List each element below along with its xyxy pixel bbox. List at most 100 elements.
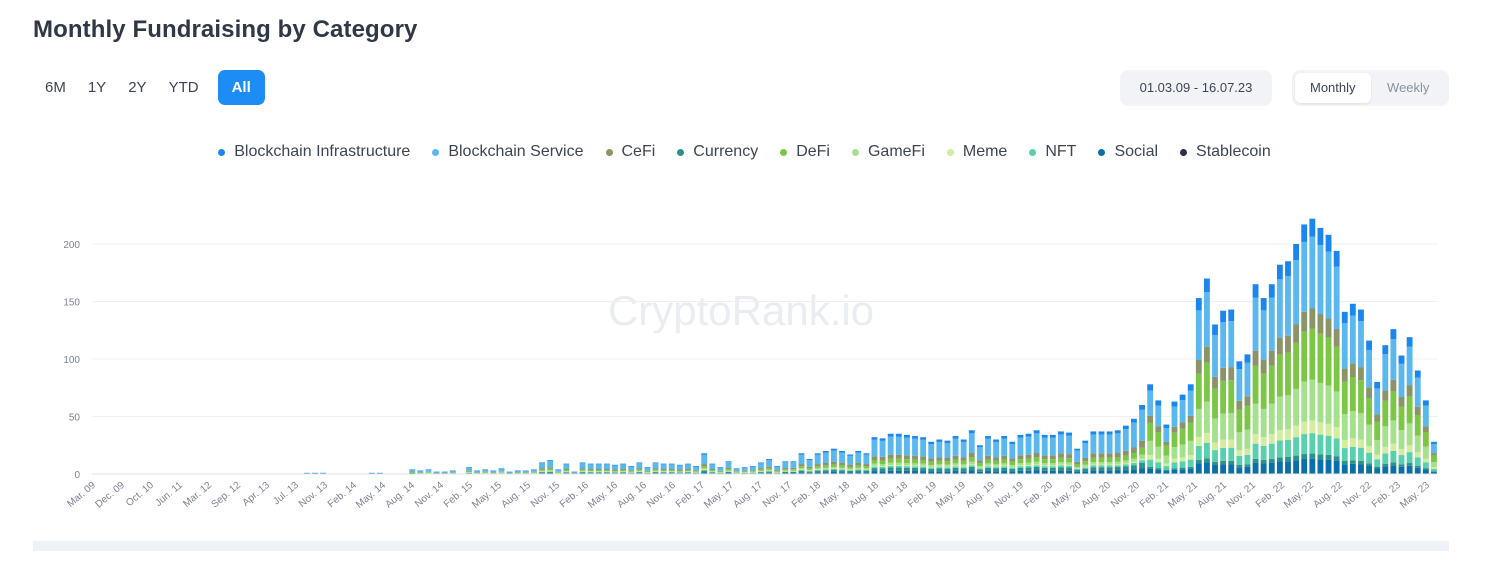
bar-stack[interactable] — [1252, 284, 1259, 474]
bar-stack[interactable] — [1212, 324, 1218, 475]
bar-stack[interactable] — [782, 461, 789, 474]
legend-item-stablecoin[interactable]: Stablecoin — [1180, 143, 1271, 161]
bar-stack[interactable] — [555, 469, 562, 475]
bar-stack[interactable] — [952, 436, 959, 474]
bar-stack[interactable] — [903, 434, 910, 474]
bar-stack[interactable] — [660, 463, 667, 474]
bar-stack[interactable] — [498, 468, 505, 475]
bar-stack[interactable] — [733, 468, 740, 475]
bar-stack[interactable] — [685, 463, 691, 474]
bar-stack[interactable] — [547, 460, 554, 474]
bar-stack[interactable] — [944, 440, 951, 474]
bar-stack[interactable] — [1390, 329, 1397, 474]
legend-item-currency[interactable]: Currency — [677, 143, 758, 161]
bar-stack[interactable] — [563, 463, 570, 474]
bar-stack[interactable] — [839, 451, 845, 474]
bar-stack[interactable] — [1171, 401, 1178, 474]
bar-stack[interactable] — [912, 436, 918, 474]
bar-stack[interactable] — [668, 463, 675, 474]
bar-stack[interactable] — [1041, 434, 1048, 474]
bar-stack[interactable] — [814, 453, 821, 474]
legend-item-blockchain-service[interactable]: Blockchain Service — [432, 143, 584, 161]
bar-stack[interactable] — [993, 439, 1000, 475]
legend-item-gamefi[interactable]: GameFi — [851, 143, 925, 161]
period-1y-button[interactable]: 1Y — [87, 79, 107, 96]
bar-stack[interactable] — [798, 453, 805, 474]
bar-stack[interactable] — [1082, 440, 1089, 474]
bar-stack[interactable] — [1139, 405, 1145, 474]
legend-item-blockchain-infrastructure[interactable]: Blockchain Infrastructure — [218, 143, 410, 161]
bar-stack[interactable] — [1009, 441, 1016, 474]
bar-stack[interactable] — [701, 453, 708, 474]
bar-stack[interactable] — [1301, 224, 1308, 474]
bar-stack[interactable] — [644, 467, 651, 474]
bar-stack[interactable] — [936, 439, 943, 475]
bar-stack[interactable] — [1195, 298, 1202, 474]
bar-stack[interactable] — [1098, 431, 1105, 474]
bar-stack[interactable] — [1406, 337, 1413, 474]
bar-stack[interactable] — [895, 433, 902, 474]
weekly-button[interactable]: Weekly — [1387, 80, 1430, 95]
monthly-button[interactable]: Monthly — [1295, 73, 1371, 103]
bar-stack[interactable] — [1285, 261, 1291, 474]
bar-stack[interactable] — [863, 453, 870, 474]
bar-stack[interactable] — [1017, 434, 1024, 474]
bar-stack[interactable] — [758, 462, 764, 475]
period-ytd-button[interactable]: YTD — [168, 79, 199, 96]
bar-stack[interactable] — [1382, 345, 1389, 474]
bar-stack[interactable] — [1398, 355, 1405, 474]
bar-stack[interactable] — [1025, 433, 1032, 474]
bar-stack[interactable] — [847, 454, 854, 474]
bar-stack[interactable] — [1074, 448, 1081, 474]
bar-stack[interactable] — [1317, 227, 1324, 474]
bar-stack[interactable] — [1293, 244, 1300, 474]
bar-stack[interactable] — [822, 451, 829, 474]
bar-stack[interactable] — [774, 465, 781, 474]
scroll-bar[interactable] — [33, 541, 1449, 551]
bar-stack[interactable] — [652, 462, 659, 475]
bar-stack[interactable] — [1244, 354, 1251, 474]
bar-stack[interactable] — [1001, 436, 1008, 474]
bar-stack[interactable] — [620, 463, 627, 474]
bar-stack[interactable] — [887, 433, 894, 474]
bar-stack[interactable] — [1333, 250, 1340, 474]
bar-stack[interactable] — [595, 463, 602, 474]
bar-stack[interactable] — [1163, 424, 1170, 474]
bar-stack[interactable] — [960, 439, 967, 475]
bar-stack[interactable] — [1203, 278, 1210, 475]
legend-item-defi[interactable]: DeFi — [780, 143, 830, 161]
bar-stack[interactable] — [1049, 434, 1056, 474]
bar-stack[interactable] — [1155, 400, 1162, 474]
bar-stack[interactable] — [741, 467, 748, 474]
bar-stack[interactable] — [693, 465, 699, 474]
bar-stack[interactable] — [1268, 284, 1275, 474]
legend-item-nft[interactable]: NFT — [1029, 143, 1076, 161]
bar-stack[interactable] — [628, 465, 635, 474]
bar-stack[interactable] — [1179, 394, 1186, 474]
bar-stack[interactable] — [1187, 384, 1194, 474]
bar-stack[interactable] — [636, 462, 643, 475]
bar-stack[interactable] — [920, 437, 927, 474]
bar-stack[interactable] — [587, 463, 594, 474]
bar-stack[interactable] — [539, 462, 545, 475]
bar-stack[interactable] — [1309, 218, 1316, 474]
bar-stack[interactable] — [709, 463, 716, 474]
bar-stack[interactable] — [1276, 264, 1283, 474]
bar-stack[interactable] — [482, 469, 489, 475]
bar-stack[interactable] — [1325, 234, 1332, 474]
bar-stack[interactable] — [1122, 425, 1129, 474]
bar-stack[interactable] — [425, 469, 432, 475]
bar-stack[interactable] — [530, 469, 537, 475]
bar-stack[interactable] — [928, 441, 935, 474]
bar-stack[interactable] — [879, 438, 886, 474]
bar-stack[interactable] — [806, 459, 813, 474]
bar-stack[interactable] — [749, 465, 756, 474]
bar-stack[interactable] — [871, 437, 878, 474]
bar-stack[interactable] — [603, 463, 610, 474]
period-all-button[interactable]: All — [217, 70, 265, 105]
bar-stack[interactable] — [1374, 382, 1381, 474]
bar-stack[interactable] — [1341, 311, 1348, 474]
bar-stack[interactable] — [1358, 309, 1364, 474]
bar-stack[interactable] — [1414, 370, 1421, 475]
bar-stack[interactable] — [1147, 384, 1154, 474]
